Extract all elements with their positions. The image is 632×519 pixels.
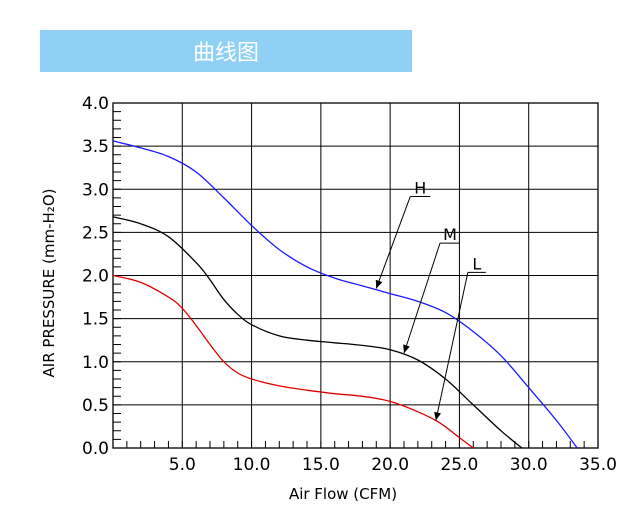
x-tick-label: 25.0 (440, 455, 478, 475)
x-tick-label: 10.0 (233, 455, 271, 475)
y-tick-label: 0.0 (82, 439, 109, 459)
y-tick-labels: 0.0 0.5 1.0 1.5 2.0 2.5 3.0 3.5 4.0 (82, 94, 109, 459)
annotation-label-l: L (472, 254, 481, 273)
y-tick-label: 1.0 (82, 353, 109, 373)
x-tick-label: 15.0 (302, 455, 340, 475)
y-tick-label: 2.5 (82, 223, 109, 243)
leader-arrow-h (375, 279, 383, 289)
x-axis-label: Air Flow (CFM) (289, 485, 397, 503)
annotation-label-m: M (443, 225, 457, 244)
x-tick-label: 35.0 (579, 455, 617, 475)
y-tick-label: 1.5 (82, 310, 109, 330)
header-title: 曲线图 (192, 41, 259, 66)
leader-line-m (403, 242, 441, 354)
y-tick-label: 3.0 (82, 180, 109, 200)
x-tick-label: 30.0 (510, 455, 548, 475)
series-line-m (112, 216, 523, 449)
y-axis-label: AIR PRESSURE (mm-H₂O) (40, 189, 58, 378)
series-line-h (112, 140, 578, 449)
y-tick-label: 0.5 (82, 396, 109, 416)
chart-header: 曲线图 (40, 30, 412, 72)
annotation-label-h: H (414, 178, 426, 197)
x-tick-labels: 5.0 10.0 15.0 20.0 25.0 30.0 35.0 (169, 455, 617, 475)
leader-arrow-m (403, 344, 410, 354)
y-tick-label: 4.0 (82, 94, 109, 114)
series-layer (112, 140, 578, 449)
x-tick-label: 20.0 (371, 455, 409, 475)
leader-line-l (435, 272, 469, 421)
y-tick-label: 3.5 (82, 137, 109, 157)
leader-line-h (375, 196, 411, 289)
x-tick-label: 5.0 (169, 455, 196, 475)
series-line-l (112, 274, 474, 449)
leader-arrow-l (434, 411, 441, 421)
annotation-layer: H ML (375, 178, 486, 421)
y-tick-label: 2.0 (82, 267, 109, 287)
grid-lines (113, 102, 599, 449)
